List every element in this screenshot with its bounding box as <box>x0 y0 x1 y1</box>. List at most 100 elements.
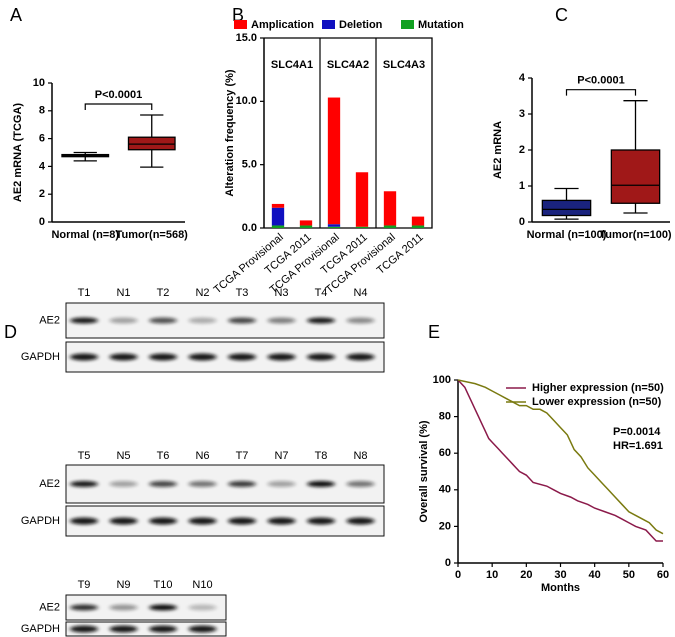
blot-band <box>149 625 177 633</box>
y-tick-label: 2 <box>519 144 525 156</box>
y-tick-label: 100 <box>433 374 451 386</box>
blot-band <box>70 317 98 324</box>
blot-band <box>109 353 138 361</box>
blot-band <box>70 481 98 487</box>
x-axis-title: Months <box>541 582 580 594</box>
y-tick-label: 20 <box>439 520 451 532</box>
y-axis-title: Overall survival (%) <box>418 420 430 522</box>
lane-label: T9 <box>78 579 91 591</box>
row-label: AE2 <box>39 314 60 326</box>
blot-band <box>267 481 296 487</box>
blot-band <box>307 481 335 487</box>
survival-line <box>457 379 664 535</box>
lane-label: N6 <box>195 450 209 462</box>
lane-label: N3 <box>274 287 288 299</box>
blot-band <box>346 317 375 324</box>
lane-label: N7 <box>274 450 288 462</box>
bar-segment <box>411 225 425 228</box>
y-tick-label: 10.0 <box>236 95 257 107</box>
panel-label: B <box>232 5 244 25</box>
x-tick-label: 30 <box>554 569 566 581</box>
blot-band <box>228 353 256 361</box>
panel-label: C <box>555 5 568 25</box>
bar-segment <box>327 224 341 227</box>
x-tick-label: 40 <box>589 569 601 581</box>
y-tick-label: 15.0 <box>236 32 257 44</box>
lane-label: N8 <box>353 450 367 462</box>
y-tick-label: 0 <box>445 557 451 569</box>
blot-band <box>109 604 138 611</box>
blot-band <box>109 317 138 324</box>
bar-segment <box>271 203 285 208</box>
bar-segment <box>327 226 341 228</box>
lane-label: N5 <box>116 450 130 462</box>
legend-swatch <box>322 20 335 29</box>
panel-label: D <box>4 322 17 342</box>
row-label: GAPDH <box>21 351 60 363</box>
x-tick-label: 0 <box>455 569 461 581</box>
y-tick-label: 4 <box>39 160 46 172</box>
x-tick-label: Tumor(n=568) <box>116 229 189 241</box>
lane-label: T6 <box>157 450 170 462</box>
lane-label: T7 <box>236 450 249 462</box>
box <box>127 136 176 151</box>
row-label: GAPDH <box>21 623 60 635</box>
lane-label: T5 <box>78 450 91 462</box>
significance-bracket <box>565 89 637 96</box>
legend-label: Lower expression (n=50) <box>532 396 662 408</box>
x-tick-label: Normal (n=100) <box>527 229 607 241</box>
y-tick-label: 0 <box>519 216 525 228</box>
x-tick-label: 10 <box>486 569 498 581</box>
survival-line <box>457 379 663 542</box>
panel-label: E <box>428 322 440 342</box>
bar-segment <box>299 225 313 228</box>
y-tick-label: 6 <box>39 133 45 145</box>
blot-band <box>109 625 138 633</box>
lane-label: T8 <box>315 450 328 462</box>
x-tick-label: 20 <box>520 569 532 581</box>
blot-band <box>346 517 375 525</box>
blot-band <box>228 517 256 525</box>
plot-frame <box>264 37 433 229</box>
y-tick-label: 5.0 <box>242 159 257 171</box>
y-tick-label: 40 <box>439 484 451 496</box>
blot-band <box>149 481 177 487</box>
lane-label: N1 <box>116 287 130 299</box>
y-tick-label: 10 <box>33 77 45 89</box>
blot-band <box>70 604 98 611</box>
x-tick-label: Normal (n=8) <box>51 229 119 241</box>
blot-band <box>149 353 177 361</box>
bar-segment <box>299 220 313 226</box>
y-tick-label: 3 <box>519 108 525 120</box>
x-tick-label: 60 <box>657 569 669 581</box>
y-axis-title: AE2 mRNA <box>492 121 504 179</box>
bar-segment <box>411 216 425 226</box>
blot-band <box>109 481 138 487</box>
bar-segment <box>355 226 369 228</box>
y-tick-label: 0.0 <box>242 222 257 234</box>
bar-segment <box>383 191 397 226</box>
lane-label: T2 <box>157 287 170 299</box>
bar-segment <box>271 225 285 228</box>
blot-band <box>267 353 296 361</box>
blot-band <box>307 353 335 361</box>
blot-band <box>188 353 217 361</box>
blot-band <box>188 481 217 487</box>
y-tick-label: 8 <box>39 105 45 117</box>
x-tick-label: 50 <box>623 569 635 581</box>
lane-label: N10 <box>192 579 212 591</box>
blot-band <box>228 481 256 487</box>
blot-band <box>346 481 375 487</box>
blot-band <box>109 517 138 525</box>
lane-label: N9 <box>116 579 130 591</box>
lane-label: T1 <box>78 287 91 299</box>
blot-band <box>228 317 256 324</box>
legend-label: Amplication <box>251 19 314 31</box>
x-tick-label: Tumor(n=100) <box>599 229 672 241</box>
lane-label: T10 <box>154 579 173 591</box>
bar-segment <box>327 97 341 225</box>
legend-label: Higher expression (n=50) <box>532 382 664 394</box>
group-label: SLC4A2 <box>327 59 369 71</box>
blot-band <box>188 625 217 633</box>
blot-band <box>149 317 177 324</box>
